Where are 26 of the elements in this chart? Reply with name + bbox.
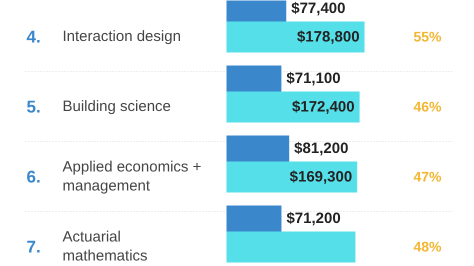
text: 55% xyxy=(413,28,442,44)
text: 5. xyxy=(26,98,41,116)
y-tick-label: Building science xyxy=(62,98,171,115)
text: 4. xyxy=(26,28,41,46)
data-label: $172,400 xyxy=(292,98,355,116)
data-label: $178,800 xyxy=(296,28,360,46)
bar xyxy=(226,92,360,122)
bar xyxy=(226,22,365,52)
bar xyxy=(226,162,358,192)
y-tick-label: Interaction design xyxy=(62,28,181,45)
bar xyxy=(226,232,356,262)
data-label: $77,400 xyxy=(291,0,346,17)
bar xyxy=(226,136,290,162)
y-tick-label: Applied economics + management xyxy=(62,158,202,194)
bar xyxy=(226,66,282,92)
text: 47% xyxy=(413,168,442,184)
data-label: $169,300 xyxy=(290,168,352,186)
data-label: $81,200 xyxy=(294,140,348,157)
text: 48% xyxy=(413,238,442,254)
data-label: $71,100 xyxy=(286,70,341,87)
text: 46% xyxy=(413,98,442,114)
text: 7. xyxy=(26,238,41,256)
text: 6. xyxy=(26,168,41,186)
y-tick-label: Actuarial mathematics xyxy=(62,228,148,264)
bar xyxy=(226,206,282,232)
data-label: $71,200 xyxy=(286,210,341,227)
